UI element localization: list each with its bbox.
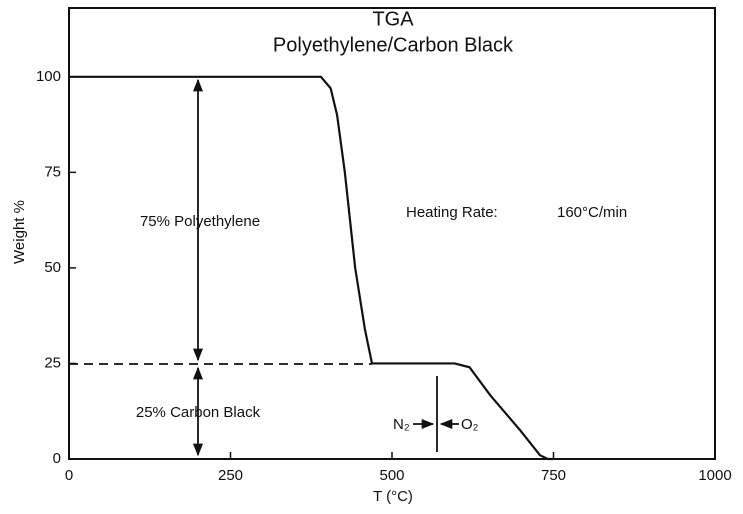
y-tick-label: 50 bbox=[44, 259, 61, 276]
x-tick-label: 500 bbox=[379, 467, 404, 484]
annotation: O₂ bbox=[461, 416, 479, 433]
x-tick-label: 750 bbox=[541, 467, 566, 484]
annotation: Heating Rate: bbox=[406, 204, 498, 221]
x-axis-label: T (°C) bbox=[373, 488, 413, 505]
y-tick-label: 25 bbox=[44, 354, 61, 371]
annotation: 75% Polyethylene bbox=[140, 213, 260, 230]
chart-title: TGA bbox=[372, 8, 414, 30]
chart-subtitle: Polyethylene/Carbon Black bbox=[273, 34, 514, 56]
annotation: 160°C/min bbox=[557, 204, 627, 221]
plot-frame bbox=[68, 7, 716, 460]
data-line bbox=[69, 75, 554, 461]
x-tick-label: 1000 bbox=[698, 467, 731, 484]
y-tick-label: 100 bbox=[36, 68, 61, 85]
x-tick-label: 0 bbox=[65, 467, 73, 484]
y-tick-label: 0 bbox=[53, 450, 61, 467]
y-tick-label: 75 bbox=[44, 163, 61, 180]
x-tick-label: 250 bbox=[218, 467, 243, 484]
annotation: 25% Carbon Black bbox=[136, 404, 261, 421]
y-axis-label: Weight % bbox=[11, 200, 28, 264]
annotation: N₂ bbox=[393, 416, 410, 433]
